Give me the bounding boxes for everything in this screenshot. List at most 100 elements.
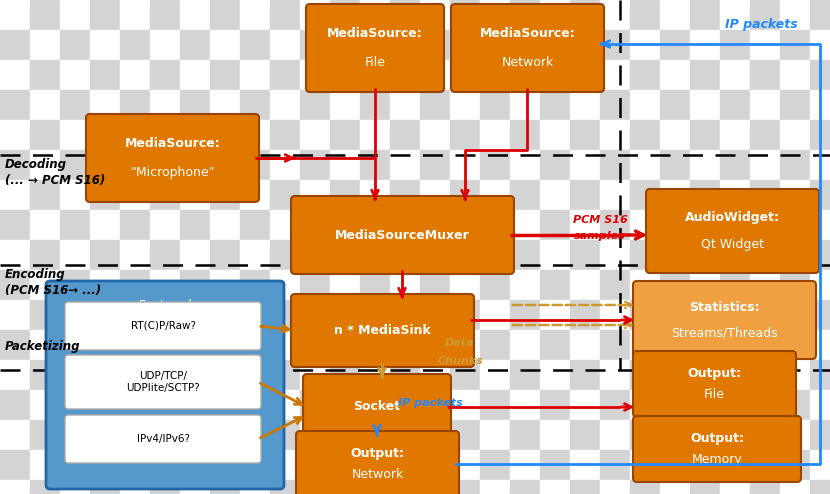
Bar [630, 0, 660, 30]
Bar [600, 120, 630, 150]
Bar [780, 30, 810, 60]
Bar [690, 90, 720, 120]
Bar [210, 480, 240, 494]
FancyBboxPatch shape [86, 114, 259, 202]
FancyBboxPatch shape [291, 294, 474, 367]
Bar [240, 30, 270, 60]
Bar [30, 480, 60, 494]
Bar [690, 60, 720, 90]
Bar [60, 30, 90, 60]
Bar [480, 480, 510, 494]
Bar [510, 390, 540, 420]
Bar [150, 450, 180, 480]
Bar [450, 210, 480, 240]
Bar [360, 30, 390, 60]
Bar [570, 30, 600, 60]
Bar [630, 90, 660, 120]
Bar [180, 150, 210, 180]
Bar [420, 330, 450, 360]
Bar [0, 360, 30, 390]
Bar [150, 90, 180, 120]
Bar [570, 90, 600, 120]
Bar [210, 30, 240, 60]
Text: MediaSource:: MediaSource: [327, 27, 422, 40]
Bar [420, 240, 450, 270]
Bar [690, 240, 720, 270]
Bar [660, 240, 690, 270]
Bar [660, 450, 690, 480]
Bar [330, 30, 360, 60]
Bar [570, 60, 600, 90]
Bar [60, 270, 90, 300]
Bar [360, 360, 390, 390]
Bar [360, 180, 390, 210]
Bar [330, 390, 360, 420]
Bar [300, 0, 330, 30]
Bar [360, 330, 390, 360]
Bar [660, 0, 690, 30]
Bar [480, 360, 510, 390]
Bar [570, 480, 600, 494]
Bar [810, 300, 830, 330]
Text: Network: Network [501, 56, 554, 69]
Bar [180, 450, 210, 480]
Bar [390, 210, 420, 240]
Bar [540, 150, 570, 180]
Bar [690, 480, 720, 494]
Bar [270, 240, 300, 270]
Bar [210, 330, 240, 360]
Bar [0, 300, 30, 330]
Bar [270, 270, 300, 300]
Bar [810, 420, 830, 450]
Bar [510, 270, 540, 300]
Bar [450, 270, 480, 300]
Bar [270, 210, 300, 240]
Bar [420, 390, 450, 420]
Bar [480, 120, 510, 150]
Bar [450, 240, 480, 270]
Bar [60, 60, 90, 90]
Bar [300, 90, 330, 120]
Bar [0, 240, 30, 270]
Bar [510, 330, 540, 360]
Bar [120, 180, 150, 210]
Text: Streams/Threads: Streams/Threads [671, 326, 778, 339]
FancyBboxPatch shape [633, 416, 801, 482]
Bar [90, 210, 120, 240]
Bar [750, 210, 780, 240]
Bar [450, 0, 480, 30]
Bar [60, 90, 90, 120]
Bar [660, 390, 690, 420]
Text: Network: Network [351, 468, 403, 481]
Bar [240, 390, 270, 420]
Bar [810, 360, 830, 390]
Bar [690, 300, 720, 330]
Bar [450, 390, 480, 420]
Bar [780, 330, 810, 360]
Bar [60, 210, 90, 240]
Bar [420, 60, 450, 90]
Bar [750, 90, 780, 120]
Bar [540, 180, 570, 210]
Bar [60, 120, 90, 150]
Bar [240, 360, 270, 390]
Bar [330, 360, 360, 390]
Bar [240, 60, 270, 90]
Bar [780, 150, 810, 180]
Text: UDP/TCP/
UDPlite/SCTP?: UDP/TCP/ UDPlite/SCTP? [126, 371, 200, 393]
Bar [390, 360, 420, 390]
Bar [600, 180, 630, 210]
Bar [450, 330, 480, 360]
Bar [690, 360, 720, 390]
Bar [630, 270, 660, 300]
Bar [720, 420, 750, 450]
Bar [480, 210, 510, 240]
Bar [450, 90, 480, 120]
Bar [570, 210, 600, 240]
Bar [420, 300, 450, 330]
Bar [720, 450, 750, 480]
Bar [450, 180, 480, 210]
Bar [360, 210, 390, 240]
Bar [240, 120, 270, 150]
Bar [540, 210, 570, 240]
